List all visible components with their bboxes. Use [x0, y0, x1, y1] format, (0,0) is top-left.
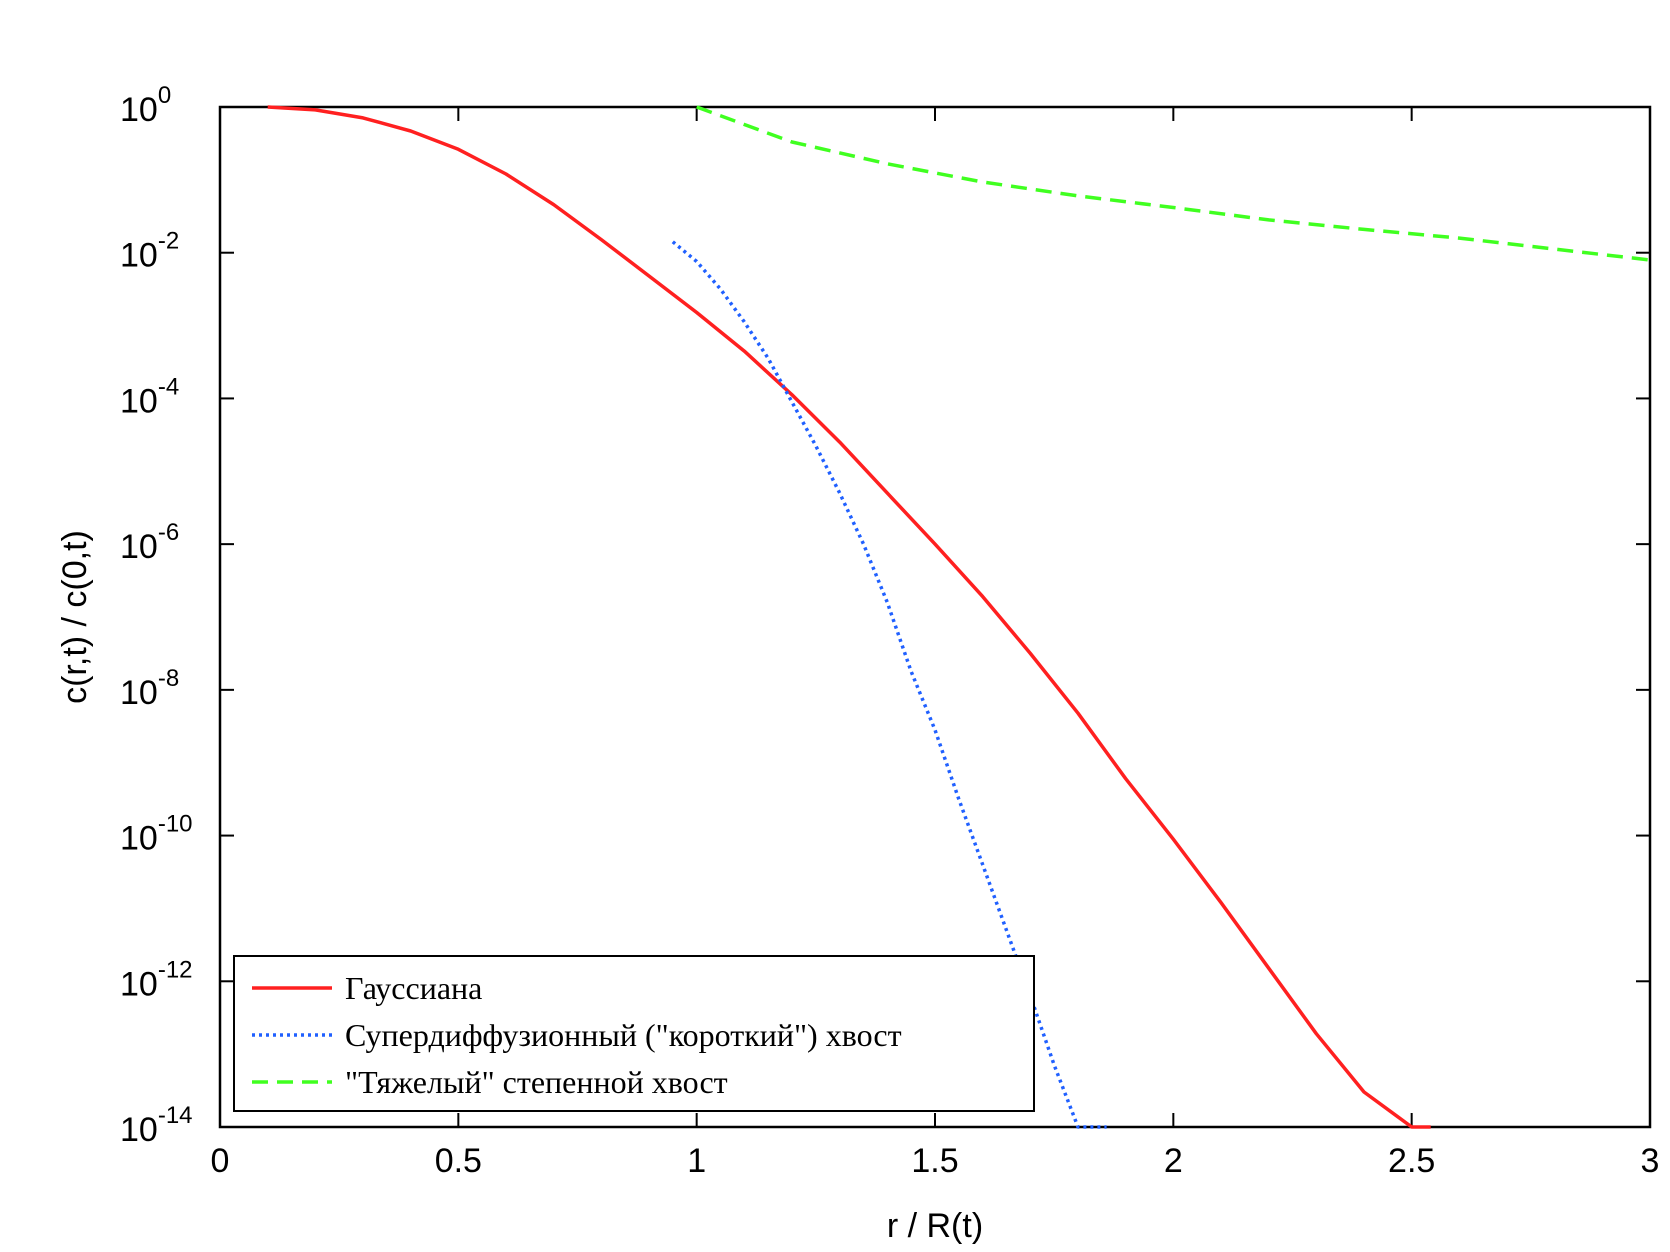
y-tick-base: 10	[120, 1111, 158, 1149]
y-tick-exponent: -6	[158, 519, 179, 546]
x-tick-label: 2	[1164, 1142, 1183, 1180]
y-axis-label: c(r,t) / c(0,t)	[56, 530, 94, 704]
legend-label-3: "Тяжелый" степенной хвост	[345, 1064, 728, 1100]
x-tick-label: 2.5	[1388, 1142, 1435, 1180]
y-tick-label: 10-10	[120, 811, 193, 858]
series-line-1	[267, 105, 1431, 1129]
series-line-2	[671, 240, 1107, 1129]
y-tick-exponent: -14	[158, 1102, 193, 1129]
x-tick-label: 0	[211, 1142, 230, 1180]
y-tick-exponent: -10	[158, 811, 193, 838]
legend-label-1: Гауссиана	[345, 970, 482, 1006]
y-tick-exponent: 0	[158, 82, 171, 109]
x-tick-label: 1.5	[911, 1142, 958, 1180]
series-lines	[267, 105, 1651, 1129]
y-tick-label: 10-8	[120, 665, 179, 712]
legend: Гауссиана Супердиффузионный ("короткий") …	[233, 955, 1035, 1112]
x-tick-label: 0.5	[435, 1142, 482, 1180]
y-tick-label: 10-6	[120, 519, 179, 566]
y-tick-exponent: -12	[158, 956, 193, 983]
y-tick-exponent: -8	[158, 665, 179, 692]
y-tick-label: 10-4	[120, 373, 179, 420]
x-tick-label: 1	[687, 1142, 706, 1180]
y-tick-base: 10	[120, 820, 158, 858]
y-tick-base: 10	[120, 528, 158, 566]
y-tick-exponent: -4	[158, 373, 179, 400]
y-tick-base: 10	[120, 382, 158, 420]
y-tick-base: 10	[120, 91, 158, 129]
y-tick-label: 10-2	[120, 228, 179, 275]
y-tick-exponent: -2	[158, 228, 179, 255]
x-axis-label: r / R(t)	[887, 1207, 983, 1245]
y-tick-base: 10	[120, 965, 158, 1003]
y-tick-label: 10-12	[120, 956, 193, 1003]
x-tick-label: 3	[1641, 1142, 1660, 1180]
series-line-3	[696, 105, 1651, 262]
ticks: 0 0.5 1 1.5 2 2.5 310010-210-410-610-810-1010-…	[120, 82, 1659, 1180]
legend-box	[233, 955, 1035, 1112]
legend-label-2: Супердиффузионный ("короткий") хвост	[345, 1017, 902, 1053]
y-tick-label: 100	[120, 82, 171, 129]
y-tick-base: 10	[120, 237, 158, 275]
y-tick-base: 10	[120, 674, 158, 712]
y-tick-label: 10-14	[120, 1102, 193, 1149]
